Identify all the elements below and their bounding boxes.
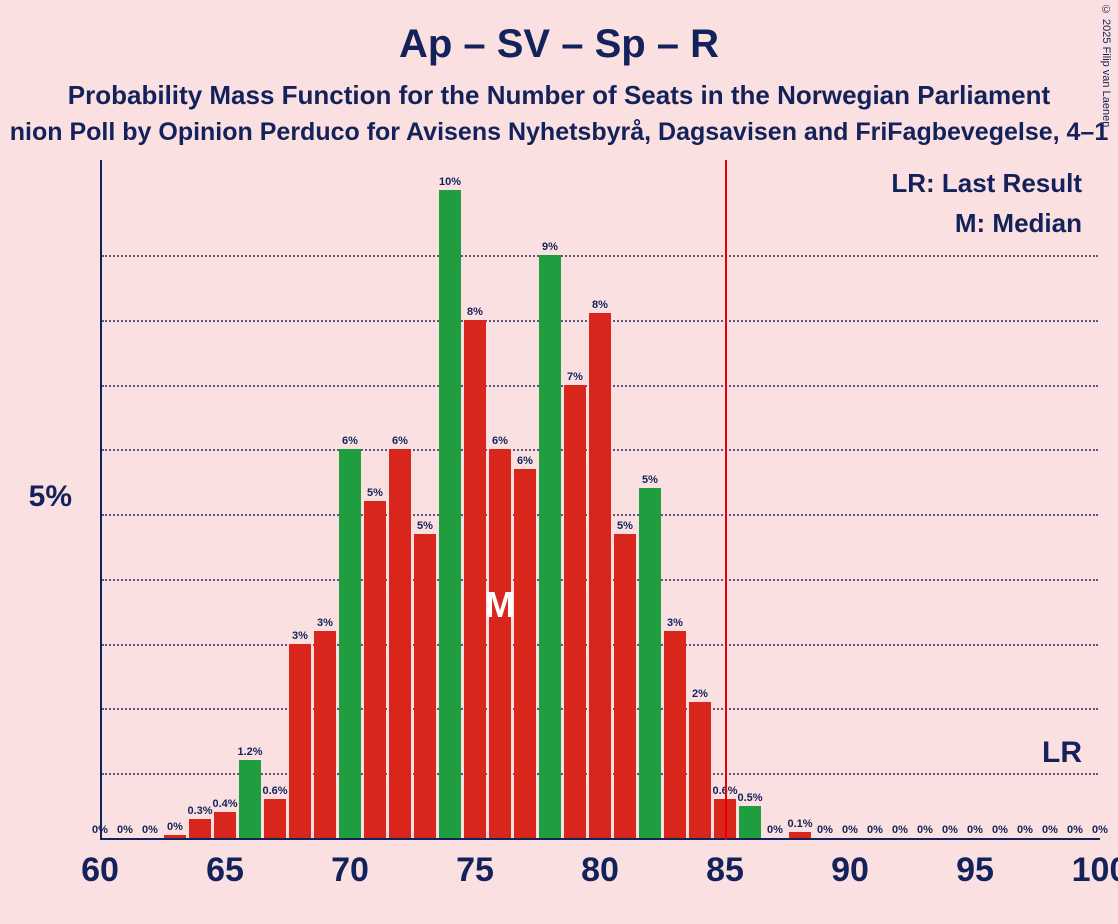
chart-subtitle: Probability Mass Function for the Number…: [0, 80, 1118, 111]
bar-value-label: 0.1%: [787, 818, 812, 830]
chart-title: Ap – SV – Sp – R: [0, 22, 1118, 67]
x-tick-label: 65: [206, 851, 244, 890]
bar: 9%: [539, 255, 562, 838]
bar-value-label: 0%: [167, 821, 183, 833]
bar: 0.1%: [789, 832, 812, 838]
bar: 5%: [614, 534, 637, 838]
bar: 6%: [339, 449, 362, 838]
bar-value-label: 0%: [142, 824, 158, 836]
bar: 7%: [564, 385, 587, 838]
x-tick-label: 70: [331, 851, 369, 890]
bar: 0%: [164, 835, 187, 838]
bar-value-label: 0%: [767, 824, 783, 836]
bar-value-label: 5%: [367, 487, 383, 499]
bar-value-label: 0%: [917, 824, 933, 836]
bar-value-label: 3%: [667, 617, 683, 629]
x-tick-label: 75: [456, 851, 494, 890]
x-tick-label: 90: [831, 851, 869, 890]
bar-value-label: 0%: [992, 824, 1008, 836]
bar: 8%: [589, 313, 612, 838]
bar: 8%: [464, 320, 487, 838]
bar: 0.5%: [739, 806, 762, 838]
bar-value-label: 8%: [592, 299, 608, 311]
bar-value-label: 0%: [867, 824, 883, 836]
y-axis: [100, 160, 102, 840]
bar-value-label: 0.5%: [737, 792, 762, 804]
bar: 6%: [514, 469, 537, 838]
plot-area: LR: Last Result M: Median 5%606570758085…: [100, 160, 1100, 840]
y-tick-label: 5%: [29, 480, 72, 514]
bar-value-label: 0.3%: [187, 805, 212, 817]
bar: 2%: [689, 702, 712, 838]
bar-value-label: 0%: [1042, 824, 1058, 836]
x-tick-label: 80: [581, 851, 619, 890]
bar-value-label: 6%: [392, 435, 408, 447]
bar-value-label: 6%: [492, 435, 508, 447]
bar: 3%: [664, 631, 687, 838]
bar-value-label: 0%: [1017, 824, 1033, 836]
bar-value-label: 5%: [642, 474, 658, 486]
bar: 5%: [364, 501, 387, 838]
bar: 10%: [439, 190, 462, 838]
bar-value-label: 6%: [342, 435, 358, 447]
bar: 3%: [289, 644, 312, 838]
x-tick-label: 95: [956, 851, 994, 890]
chart-container: Ap – SV – Sp – R Probability Mass Functi…: [0, 0, 1118, 924]
bar-value-label: 5%: [617, 520, 633, 532]
copyright-text: © 2025 Filip van Laenen: [1100, 4, 1112, 127]
bar-value-label: 2%: [692, 688, 708, 700]
lr-line: [725, 160, 727, 840]
bar-value-label: 6%: [517, 455, 533, 467]
bar-value-label: 0%: [942, 824, 958, 836]
bar-value-label: 0%: [892, 824, 908, 836]
bar: 5%: [639, 488, 662, 838]
bar-value-label: 8%: [467, 306, 483, 318]
bar-value-label: 10%: [439, 176, 461, 188]
x-tick-label: 60: [81, 851, 119, 890]
bar: 6%: [489, 449, 512, 838]
bar-value-label: 3%: [292, 630, 308, 642]
bar: 6%: [389, 449, 412, 838]
bar-value-label: 9%: [542, 241, 558, 253]
bar: 0.6%: [264, 799, 287, 838]
bar-value-label: 0.6%: [262, 785, 287, 797]
bar-value-label: 0.4%: [212, 798, 237, 810]
bar-value-label: 5%: [417, 520, 433, 532]
bar-value-label: 0%: [967, 824, 983, 836]
bar-value-label: 3%: [317, 617, 333, 629]
lr-label: LR: [1042, 736, 1082, 770]
gridline: [102, 255, 1098, 257]
bar-value-label: 0%: [817, 824, 833, 836]
legend-lr: LR: Last Result: [891, 168, 1082, 199]
legend-m: M: Median: [955, 208, 1082, 239]
bar-value-label: 1.2%: [237, 746, 262, 758]
bar-value-label: 0%: [1092, 824, 1108, 836]
bar: 0.4%: [214, 812, 237, 838]
x-tick-label: 85: [706, 851, 744, 890]
x-tick-label: 100: [1072, 851, 1118, 890]
bar-value-label: 0%: [842, 824, 858, 836]
bar: 5%: [414, 534, 437, 838]
x-axis: [100, 838, 1100, 840]
median-label: M: [485, 584, 515, 626]
bar: 1.2%: [239, 760, 262, 838]
bar: 0.3%: [189, 819, 212, 838]
bar-value-label: 0%: [92, 824, 108, 836]
bar-value-label: 7%: [567, 371, 583, 383]
bar: 3%: [314, 631, 337, 838]
bar-value-label: 0%: [1067, 824, 1083, 836]
chart-subtitle-2: nion Poll by Opinion Perduco for Avisens…: [0, 118, 1118, 147]
bar-value-label: 0%: [117, 824, 133, 836]
